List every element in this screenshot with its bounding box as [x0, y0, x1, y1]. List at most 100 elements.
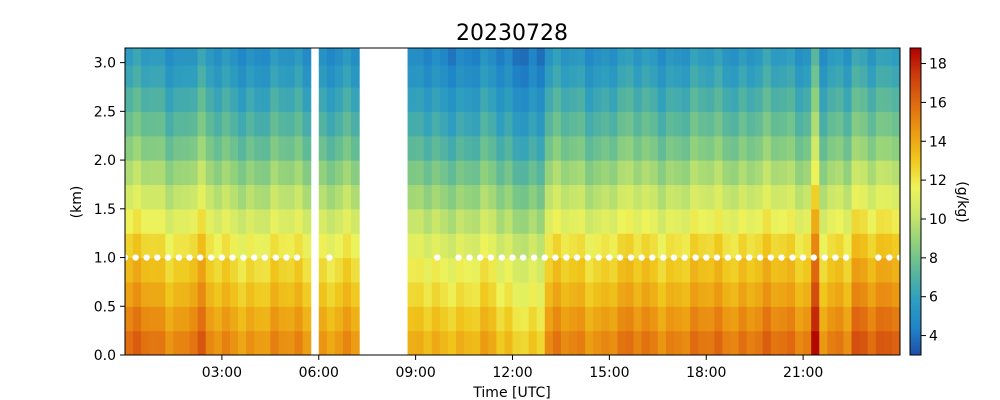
heatmap-cell	[851, 306, 861, 332]
heatmap-cell	[778, 86, 788, 112]
heatmap-cell	[859, 233, 869, 259]
heatmap-cell	[851, 257, 861, 283]
heatmap-cell	[673, 48, 683, 66]
heatmap-cell	[770, 233, 780, 259]
heatmap-cell	[593, 65, 602, 88]
heatmap-cell	[746, 135, 756, 161]
heatmap-cell	[754, 160, 764, 186]
heatmap-cell	[125, 184, 134, 210]
heatmap-cell	[795, 111, 804, 137]
heatmap-cell	[786, 257, 796, 283]
heatmap-cell	[617, 111, 627, 137]
heatmap-cell	[754, 330, 764, 355]
heatmap-cell	[205, 65, 215, 88]
heatmap-cell	[157, 111, 166, 137]
colorbar-axis: 4 6 8 10 12 14 16 18	[921, 57, 947, 345]
heatmap-cell	[609, 86, 619, 112]
marker-point	[229, 254, 236, 261]
heatmap-cell	[181, 111, 191, 137]
heatmap-cell	[827, 330, 837, 355]
heatmap-cell	[577, 330, 586, 355]
heatmap-cell	[649, 330, 659, 355]
heatmap-cell	[859, 86, 869, 112]
heatmap-cell	[149, 257, 158, 283]
heatmap-cell	[875, 65, 885, 88]
heatmap-cell	[625, 233, 635, 259]
heatmap-cell	[229, 208, 239, 234]
heatmap-cell	[229, 111, 239, 137]
heatmap-cell	[641, 306, 651, 332]
heatmap-cell	[326, 233, 336, 259]
heatmap-cell	[754, 65, 764, 88]
marker-point	[875, 254, 882, 261]
heatmap-cell	[811, 160, 820, 186]
heatmap-cell	[827, 86, 837, 112]
heatmap-cell	[770, 135, 780, 161]
marker-point	[487, 254, 495, 261]
heatmap-cell	[238, 306, 247, 332]
heatmap-cell	[786, 233, 796, 259]
heatmap-cell	[552, 86, 562, 112]
heatmap-cell	[786, 86, 796, 112]
heatmap-cell	[746, 65, 756, 88]
heatmap-cell	[488, 184, 497, 210]
heatmap-cell	[455, 111, 465, 137]
heatmap-cell	[334, 306, 344, 332]
heatmap-cell	[803, 184, 812, 210]
heatmap-cell	[738, 184, 748, 210]
heatmap-cell	[246, 48, 255, 66]
heatmap-cell	[520, 86, 530, 112]
heatmap-cell	[738, 330, 748, 355]
heatmap-cell	[569, 184, 578, 210]
heatmap-cell	[205, 257, 215, 283]
heatmap-cell	[778, 184, 788, 210]
heatmap-cell	[569, 330, 578, 355]
heatmap-cell	[262, 208, 271, 234]
heatmap-cell	[665, 281, 675, 307]
heatmap-cell	[754, 48, 764, 66]
x-tick-label: 21:00	[783, 365, 823, 381]
heatmap-cell	[633, 160, 643, 186]
heatmap-cell	[875, 330, 885, 355]
heatmap-cell	[803, 330, 812, 355]
heatmap-cell	[682, 65, 691, 88]
heatmap-cell	[342, 48, 352, 66]
heatmap-cell	[496, 160, 506, 186]
marker-point	[724, 254, 732, 261]
heatmap-cell	[690, 135, 699, 161]
heatmap-cell	[141, 281, 150, 307]
heatmap-cell	[577, 86, 586, 112]
heatmap-cell	[544, 208, 554, 234]
heatmap-cell	[213, 65, 223, 88]
heatmap-cell	[221, 257, 231, 283]
heatmap-cell	[690, 257, 699, 283]
heatmap-cell	[754, 281, 764, 307]
heatmap-cell	[843, 233, 853, 259]
heatmap-cell	[520, 233, 530, 259]
heatmap-cell	[141, 184, 150, 210]
heatmap-cell	[520, 160, 530, 186]
heatmap-cell	[278, 306, 288, 332]
heatmap-cell	[520, 306, 530, 332]
heatmap-cell	[165, 306, 175, 332]
heatmap-cell	[157, 208, 166, 234]
heatmap-cell	[891, 233, 900, 259]
heatmap-cell	[649, 257, 659, 283]
heatmap-cell	[480, 306, 489, 332]
heatmap-cell	[238, 111, 247, 137]
heatmap-cell	[342, 257, 352, 283]
heatmap-cell	[455, 208, 465, 234]
heatmap-cell	[544, 257, 554, 283]
heatmap-cell	[649, 306, 659, 332]
heatmap-cell	[560, 281, 570, 307]
marker-point	[573, 254, 581, 261]
heatmap-cell	[520, 48, 530, 66]
heatmap-cell	[835, 233, 845, 259]
heatmap-cell	[464, 86, 473, 112]
heatmap-cell	[617, 208, 627, 234]
heatmap-cell	[351, 233, 360, 259]
heatmap-cell	[827, 257, 837, 283]
heatmap-cell	[246, 330, 255, 355]
heatmap-cell	[351, 306, 360, 332]
heatmap-cell	[811, 65, 820, 88]
